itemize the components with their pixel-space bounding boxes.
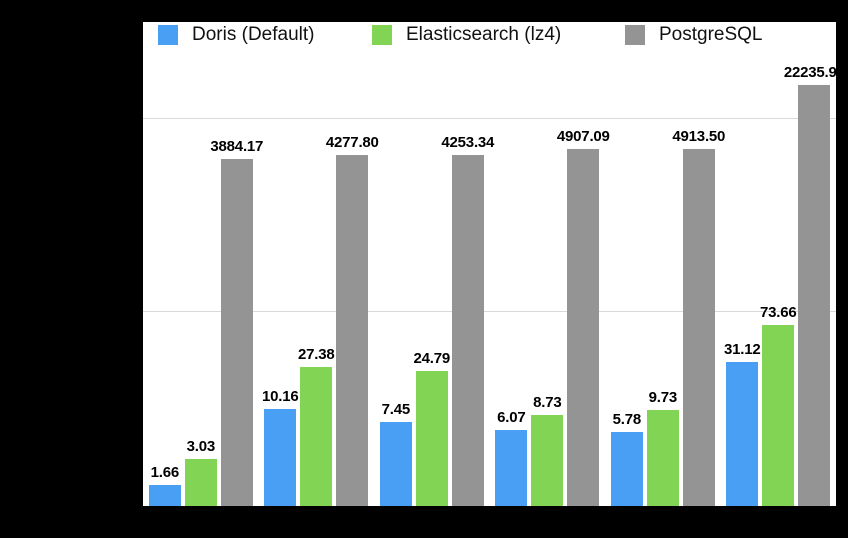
bar-s0-g5 — [610, 432, 643, 506]
bar-value-label: 5.78 — [612, 411, 642, 429]
legend-item-postgresql: PostgreSQL — [625, 24, 763, 45]
legend-swatch-elasticsearch — [372, 25, 392, 45]
bar-s1-g6 — [762, 325, 795, 506]
bar-s2-g3 — [451, 154, 484, 506]
bar-value-label: 9.73 — [648, 389, 678, 407]
bar-value-label: 7.45 — [381, 400, 411, 418]
bar-value-label: 27.38 — [298, 345, 335, 363]
bar-value-label: 31.12 — [724, 340, 761, 358]
bar-s0-g1 — [148, 484, 181, 506]
bar-value-label: 1.66 — [150, 463, 180, 481]
bar-s1-g1 — [184, 459, 217, 506]
bar-s0-g4 — [495, 430, 528, 506]
legend-label-doris: Doris (Default) — [192, 24, 315, 45]
bar-value-label: 6.07 — [497, 409, 526, 427]
legend-swatch-postgresql — [625, 25, 645, 45]
bar-value-label: 22235.97 — [783, 64, 836, 82]
legend: Doris (Default) Elasticsearch (lz4) Post… — [143, 24, 836, 47]
bar-s0-g3 — [379, 421, 412, 506]
bar-value-label: 73.66 — [760, 304, 797, 322]
plot-area: Doris (Default) Elasticsearch (lz4) Post… — [143, 22, 836, 506]
bar-s2-g2 — [336, 154, 369, 506]
legend-swatch-doris — [158, 25, 178, 45]
legend-item-doris: Doris (Default) — [158, 24, 315, 45]
bar-s1-g4 — [531, 414, 564, 506]
legend-label-elasticsearch: Elasticsearch (lz4) — [406, 24, 562, 45]
bar-s1-g3 — [415, 371, 448, 506]
bar-s0-g2 — [264, 408, 297, 506]
bar-s2-g5 — [682, 148, 715, 506]
legend-label-postgresql: PostgreSQL — [659, 24, 763, 45]
bar-value-label: 10.16 — [262, 387, 299, 405]
gridline-10000 — [143, 117, 836, 119]
bar-value-label: 8.73 — [533, 393, 562, 411]
bar-value-label: 4277.80 — [325, 133, 379, 151]
bar-value-label: 4907.09 — [556, 127, 610, 145]
bar-value-label: 3.03 — [186, 438, 216, 456]
bar-s2-g1 — [220, 158, 253, 506]
gridline-100 — [143, 311, 836, 313]
bar-value-label: 4253.34 — [441, 133, 495, 151]
bar-value-label: 24.79 — [413, 350, 451, 367]
bar-s1-g5 — [646, 410, 679, 506]
bar-s0-g6 — [726, 361, 759, 506]
bar-value-label: 3884.17 — [210, 137, 264, 155]
bar-value-label: 4913.50 — [672, 127, 726, 145]
bar-s1-g2 — [300, 366, 333, 506]
bar-s2-g4 — [567, 148, 600, 506]
legend-item-elasticsearch: Elasticsearch (lz4) — [372, 24, 562, 45]
bar-s2-g6 — [798, 85, 831, 506]
